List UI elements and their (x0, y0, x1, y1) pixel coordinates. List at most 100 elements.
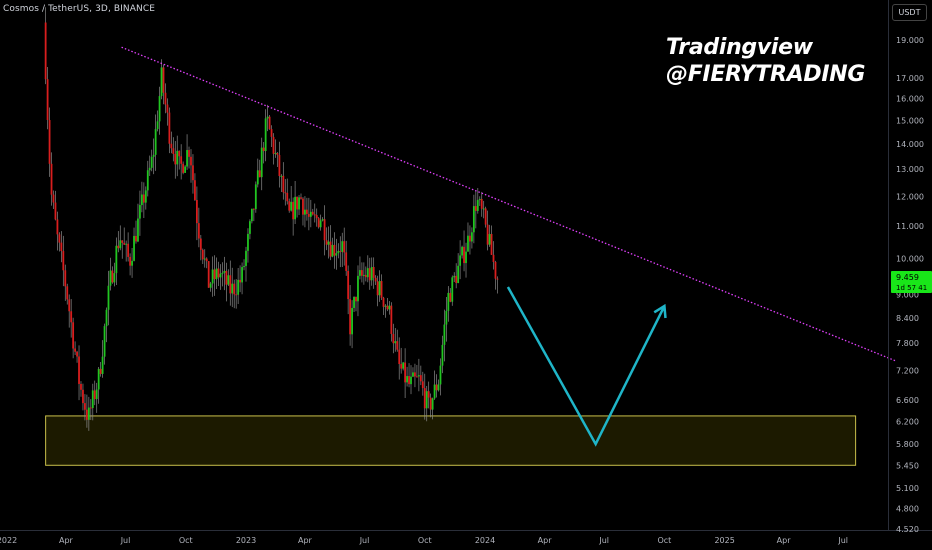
candle (245, 246, 247, 282)
trendline (121, 46, 897, 362)
candle (451, 275, 454, 306)
candle (72, 317, 75, 359)
y-tick-label: 17.000 (896, 74, 924, 83)
candle (95, 382, 98, 413)
candle (423, 373, 426, 420)
y-tick-label: 12.000 (896, 192, 924, 201)
candle (56, 211, 59, 251)
candle (254, 181, 257, 213)
candle (416, 365, 418, 378)
time-axis[interactable]: 2022 Apr Jul Oct 2023 Apr Jul Oct 2024 Apr Jul Oct 2… (0, 536, 848, 545)
candle (190, 149, 192, 183)
candle (465, 242, 467, 278)
candle (410, 365, 412, 395)
candle (78, 345, 80, 401)
candle (404, 348, 407, 399)
candle (54, 190, 57, 221)
candle (184, 165, 187, 174)
candle (194, 173, 196, 202)
candle (311, 208, 314, 216)
y-tick-label: 11.000 (896, 222, 924, 231)
candle (327, 226, 330, 259)
candle (461, 245, 463, 259)
candle (366, 255, 369, 283)
candle (443, 309, 446, 362)
candle (131, 247, 133, 278)
candle (488, 224, 491, 247)
candle (82, 383, 84, 411)
candle (414, 363, 416, 388)
candle (359, 256, 361, 280)
candle (355, 296, 357, 312)
candle (362, 262, 365, 285)
price-axis[interactable]: 19.000 17.000 16.000 15.000 14.000 13.000 12.0… (896, 36, 924, 534)
last-price: 9.459 (896, 273, 919, 282)
x-tick-label: 2025 (714, 536, 734, 545)
candle (117, 231, 120, 253)
candle (345, 240, 348, 276)
candle (139, 190, 141, 236)
candle (435, 374, 438, 398)
candle (337, 243, 340, 259)
candle (480, 191, 483, 217)
candle (478, 196, 481, 206)
candle (192, 154, 194, 194)
candle (382, 296, 385, 315)
candle (260, 137, 263, 191)
support-zone (45, 415, 857, 466)
candle (288, 198, 291, 213)
candle (476, 187, 479, 214)
y-tick-label: 16.000 (896, 95, 924, 104)
candle (329, 225, 332, 261)
candle (156, 110, 159, 132)
candle (160, 59, 163, 100)
candle (331, 237, 334, 258)
candle (264, 109, 267, 162)
x-tick-label: 2023 (236, 536, 256, 545)
y-tick-label: 6.600 (896, 396, 919, 405)
currency-button[interactable]: USDT (892, 4, 927, 21)
candle (84, 394, 86, 421)
candle (144, 186, 147, 210)
candle (123, 227, 126, 245)
candle (304, 196, 306, 228)
candle (396, 329, 399, 352)
candle (115, 237, 118, 286)
candle (437, 379, 440, 392)
candle (135, 220, 137, 244)
candle (66, 283, 69, 305)
x-tick-label: Apr (538, 536, 553, 545)
candle (313, 203, 316, 223)
candle (85, 394, 88, 428)
candle (384, 304, 387, 318)
candle (87, 396, 90, 431)
candle (168, 107, 171, 154)
candle (343, 227, 346, 266)
y-tick-label: 4.520 (896, 525, 919, 534)
candle (243, 259, 245, 271)
candle (333, 232, 336, 269)
candle (376, 275, 379, 307)
candle (140, 181, 143, 213)
candle (469, 225, 471, 255)
candle (103, 323, 106, 365)
candle (349, 284, 352, 346)
watermark-line-1: Tradingview (666, 35, 813, 60)
candle (388, 301, 391, 315)
candle (109, 257, 112, 291)
candle (353, 296, 355, 312)
candle (307, 197, 310, 231)
x-tick-label: Oct (418, 536, 432, 545)
candle (217, 261, 220, 286)
candle (195, 186, 198, 241)
candle (268, 114, 271, 130)
candle (111, 266, 114, 284)
y-tick-label: 4.800 (896, 505, 919, 514)
candle (455, 263, 458, 289)
x-tick-label: Jul (359, 536, 370, 545)
candle (400, 347, 403, 374)
candle (186, 134, 188, 170)
candle (97, 366, 100, 404)
candle (101, 340, 104, 378)
